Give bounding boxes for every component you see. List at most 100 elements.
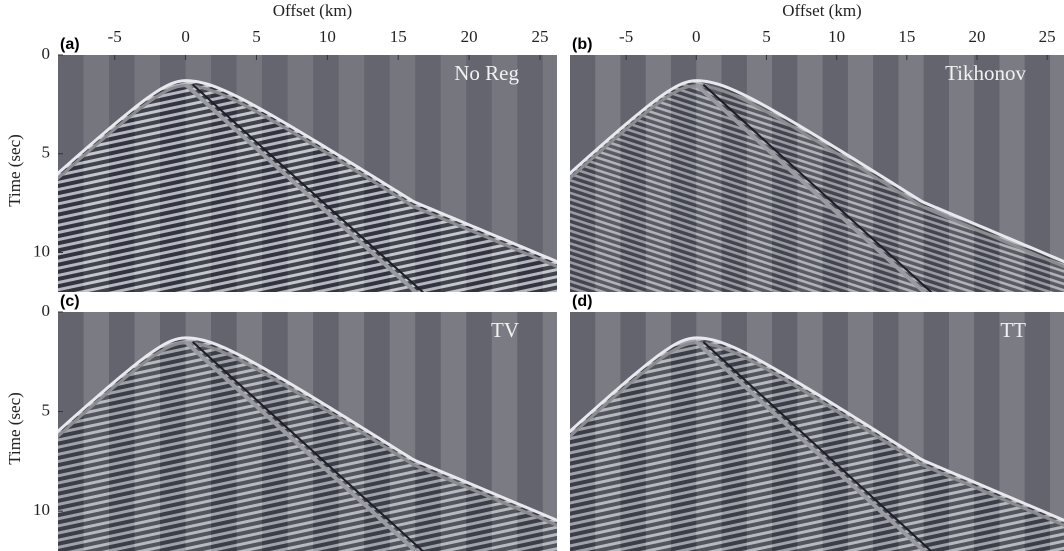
trace-column	[948, 55, 975, 292]
x-tick-label: 20	[968, 27, 985, 46]
trace-column	[109, 55, 135, 292]
trace-column	[999, 312, 1025, 551]
trace-column	[313, 55, 339, 292]
y-tick-label: 10	[33, 500, 50, 519]
trace-column	[491, 312, 518, 551]
x-tick-label: 15	[390, 27, 407, 46]
x-tick-label: 0	[181, 27, 190, 46]
trace-column	[1049, 55, 1064, 292]
x-axis-label: Offset (km)	[782, 1, 861, 20]
y-tick-label: 5	[42, 400, 51, 419]
panel-label: (a)	[60, 36, 80, 53]
y-axis-label: Time (sec)	[5, 134, 24, 207]
wavefront	[58, 79, 557, 264]
trace-column	[746, 312, 773, 551]
trace-column	[974, 55, 1000, 292]
panel: Tikhonov (b) -5 0 5 10 15 20 25 Offset (km)	[570, 1, 1064, 292]
x-tick-label: 5	[762, 27, 771, 46]
x-tick-label: 10	[319, 27, 336, 46]
annotation: TT	[1000, 318, 1026, 342]
x-tick-label: -5	[108, 27, 122, 46]
annotation: No Reg	[454, 61, 519, 85]
wavefront	[570, 79, 1064, 264]
trace-column	[645, 312, 672, 551]
trace-column	[236, 55, 263, 292]
trace-column	[134, 312, 161, 551]
direct-wave-dark	[702, 341, 933, 551]
trace-column	[746, 55, 773, 292]
panel: TV (c) 0 5 10 Time (sec)	[5, 293, 557, 551]
y-tick-label: 0	[42, 44, 51, 63]
seismic-image	[570, 55, 1064, 292]
trace-column	[645, 55, 672, 292]
trace-column	[999, 55, 1025, 292]
wavefront	[58, 336, 557, 522]
trace-column	[466, 312, 492, 551]
y-axis-label: Time (sec)	[5, 392, 24, 465]
trace-column	[440, 55, 467, 292]
trace-column	[620, 55, 646, 292]
trace-column	[83, 55, 110, 292]
direct-wave	[694, 340, 927, 551]
panel-label: (b)	[572, 36, 592, 53]
trace-column	[948, 312, 975, 551]
trace-column	[542, 55, 557, 292]
x-tick-label: 25	[531, 27, 548, 46]
trace-column	[415, 312, 441, 551]
trace-column	[160, 312, 186, 551]
panel: No Reg (a) -5 0 5 10 15 20 25 0 5 10 Offset (km) Time…	[5, 1, 557, 292]
trace-column	[822, 312, 848, 551]
trace-column	[83, 312, 110, 551]
trace-column	[236, 312, 263, 551]
x-tick-label: 15	[898, 27, 915, 46]
trace-column	[595, 312, 621, 551]
seismic-image	[58, 55, 557, 292]
trace-column	[415, 55, 441, 292]
trace-column	[1049, 312, 1064, 551]
wavefront-shadow	[570, 84, 1064, 269]
x-tick-label: -5	[619, 27, 633, 46]
seismic-image	[58, 312, 557, 551]
y-tick-label: 10	[33, 241, 50, 260]
trace-column	[160, 55, 186, 292]
wavefront-shadow	[570, 341, 1064, 527]
wavefront-shadow	[58, 341, 557, 527]
trace-column	[313, 312, 339, 551]
panel-label: (d)	[572, 293, 592, 310]
direct-wave-dark	[702, 83, 933, 292]
direct-wave	[184, 83, 419, 292]
seismic-image	[570, 312, 1064, 551]
x-tick-label: 5	[252, 27, 261, 46]
y-tick-label: 5	[42, 143, 51, 162]
trace-column	[109, 312, 135, 551]
x-axis-label: Offset (km)	[273, 1, 352, 20]
trace-column	[389, 55, 416, 292]
panel: TT (d)	[570, 293, 1064, 551]
annotation: Tikhonov	[945, 61, 1026, 85]
direct-wave	[694, 83, 928, 292]
trace-column	[491, 55, 518, 292]
panel-label: (c)	[60, 293, 80, 310]
trace-column	[542, 312, 557, 551]
trace-column	[671, 55, 697, 292]
y-tick-label: 0	[42, 301, 51, 320]
wavefront	[570, 336, 1064, 522]
trace-column	[671, 312, 697, 551]
trace-column	[898, 312, 924, 551]
wavefield	[58, 80, 557, 292]
direct-wave	[184, 340, 419, 551]
direct-wave-dark	[192, 341, 425, 551]
trace-column	[923, 55, 949, 292]
trace-column	[898, 55, 924, 292]
trace-column	[620, 312, 646, 551]
annotation: TV	[491, 318, 519, 342]
trace-column	[595, 55, 621, 292]
trace-column	[389, 312, 416, 551]
wavefront-shadow	[58, 84, 557, 269]
x-tick-label: 20	[461, 27, 478, 46]
direct-wave-dark	[192, 83, 425, 292]
x-tick-label: 25	[1039, 27, 1056, 46]
trace-column	[440, 312, 467, 551]
trace-column	[974, 312, 1000, 551]
